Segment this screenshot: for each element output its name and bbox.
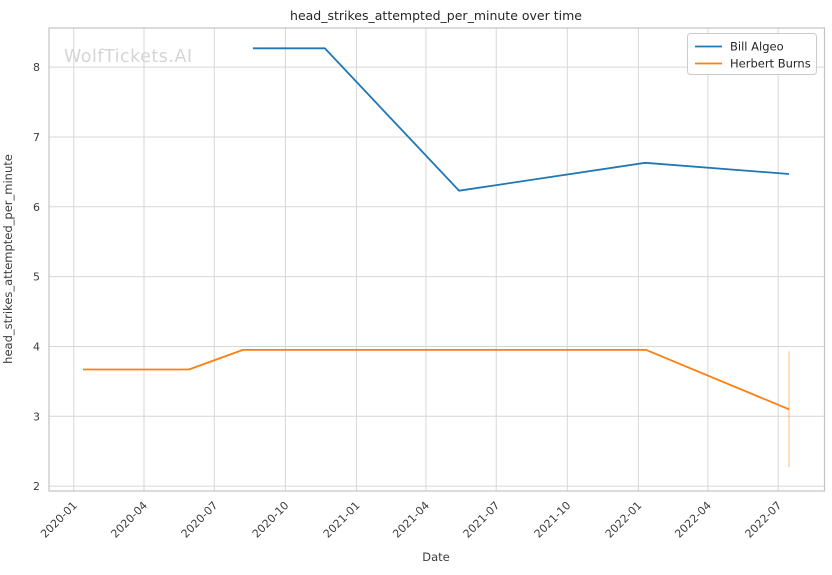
series-line-herbert-burns (83, 348, 790, 411)
x-tick-label: 2022-07 (743, 499, 785, 541)
y-tick-label: 5 (33, 271, 40, 284)
series-line-bill-algeo (252, 47, 790, 192)
x-tick-label: 2021-07 (461, 499, 503, 541)
legend: Bill Algeo Herbert Burns (687, 33, 817, 75)
y-tick-label: 6 (33, 201, 40, 214)
y-tick-label: 7 (33, 131, 40, 144)
legend-label-herbert-burns: Herbert Burns (730, 57, 811, 71)
y-tick-label: 8 (33, 61, 40, 74)
x-tick-label: 2020-10 (250, 499, 292, 541)
x-axis-label: Date (422, 550, 450, 564)
x-tick-label: 2021-04 (390, 499, 432, 541)
x-tick-label: 2021-01 (321, 499, 363, 541)
y-tick-label: 4 (33, 340, 40, 353)
series-layer (83, 47, 790, 468)
legend-label-bill-algeo: Bill Algeo (730, 40, 784, 54)
x-tick-label: 2020-07 (179, 499, 221, 541)
x-tick-label: 2020-01 (38, 499, 80, 541)
x-tick-label: 2021-10 (532, 499, 574, 541)
x-tick-label: 2020-04 (108, 499, 150, 541)
tick-layer: 2020-01 2020-04 2020-07 2020-10 2021-01 2021-… (33, 61, 784, 541)
y-axis-label: head_strikes_attempted_per_minute (1, 154, 15, 364)
x-tick-label: 2022-01 (603, 499, 645, 541)
plot-border (48, 27, 826, 492)
grid-layer (49, 28, 825, 491)
y-tick-label: 3 (33, 410, 40, 423)
chart-title: head_strikes_attempted_per_minute over t… (290, 8, 582, 23)
x-tick-label: 2022-04 (672, 499, 714, 541)
watermark: WolfTickets.AI (64, 47, 193, 67)
y-tick-label: 2 (33, 480, 40, 493)
